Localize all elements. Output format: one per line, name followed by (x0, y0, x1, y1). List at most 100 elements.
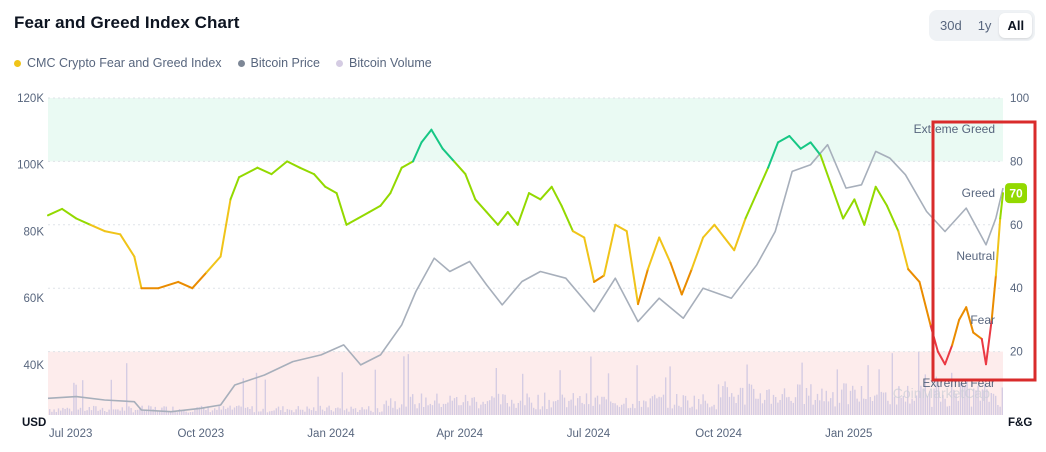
volume-bar (570, 399, 572, 415)
volume-bar (357, 412, 359, 415)
volume-bar (625, 397, 627, 415)
volume-bar (286, 409, 288, 415)
volume-bar (101, 407, 104, 415)
volume-bar (174, 411, 176, 415)
volume-bar (830, 398, 832, 415)
volume-bar (489, 400, 491, 415)
volume-bar (891, 353, 893, 415)
left-axis-tick: 80K (24, 226, 45, 238)
volume-bar (194, 409, 196, 415)
volume-bar (68, 408, 71, 415)
volume-bar (264, 379, 266, 415)
volume-bar (616, 405, 618, 415)
volume-bar (440, 407, 442, 415)
volume-bar (874, 395, 876, 415)
volume-bar (770, 403, 772, 415)
volume-bar (88, 407, 90, 415)
volume-bar (374, 369, 376, 415)
volume-bar (178, 409, 181, 415)
volume-bar (746, 364, 748, 415)
volume-bar (159, 411, 161, 415)
volume-bar (656, 398, 658, 415)
volume-bar (185, 411, 187, 415)
volume-bar (836, 369, 838, 415)
volume-bar (561, 394, 563, 415)
volume-bar (845, 383, 847, 415)
volume-bar (885, 392, 887, 415)
volume-bar (112, 409, 115, 415)
volume-bar (979, 400, 981, 415)
time-range-selector: 30d 1y All (929, 10, 1036, 41)
volume-bar (882, 392, 885, 415)
page-title: Fear and Greed Index Chart (14, 13, 240, 32)
volume-bar (504, 394, 506, 415)
volume-bar (876, 394, 878, 415)
fear-greed-segment (400, 160, 414, 169)
volume-bar (621, 404, 623, 415)
volume-bar (220, 409, 222, 415)
volume-bar (511, 399, 513, 415)
volume-bar (242, 378, 244, 415)
volume-bar (907, 385, 909, 415)
fear-greed-segment (886, 204, 900, 233)
volume-bar (401, 404, 403, 415)
legend-item-bitcoin-price[interactable]: Bitcoin Price (237, 56, 320, 70)
volume-bar (354, 408, 357, 415)
volume-bar (684, 395, 687, 415)
volume-bar (453, 398, 456, 415)
fear-greed-segment (702, 223, 716, 239)
volume-bar (341, 372, 343, 415)
volume-bar (130, 408, 132, 415)
volume-bar (500, 404, 502, 415)
volume-bar (852, 385, 854, 415)
volume-bar (827, 401, 830, 415)
volume-bar (662, 394, 665, 415)
volume-bar (119, 410, 121, 415)
volume-bar (361, 407, 363, 415)
fear-greed-segment (637, 268, 649, 306)
fear-greed-segment (830, 185, 845, 220)
fear-greed-segment (571, 230, 586, 239)
volume-bar (728, 396, 731, 415)
volume-bar (594, 397, 596, 415)
volume-bar (407, 354, 409, 415)
volume-bar (214, 408, 216, 415)
volume-bar (449, 395, 451, 415)
volume-bar (889, 404, 891, 415)
volume-bar (484, 404, 486, 415)
volume-bar (244, 407, 247, 415)
volume-bar (372, 412, 374, 415)
fear-greed-layer (47, 128, 1004, 366)
fear-greed-segment (583, 236, 596, 283)
volume-bar (288, 409, 291, 415)
volume-bar (255, 372, 258, 415)
legend-item-fear-greed[interactable]: CMC Crypto Fear and Greed Index (14, 56, 222, 70)
volume-bar (522, 373, 524, 415)
volume-bar (964, 386, 966, 415)
volume-bar (792, 402, 794, 415)
volume-bar (73, 382, 75, 415)
fear-greed-segment (863, 185, 877, 226)
range-all-button[interactable]: All (999, 13, 1033, 38)
volume-bar (922, 388, 924, 415)
volume-bar (581, 402, 583, 415)
volume-bar (1001, 387, 1003, 415)
volume-bar (363, 409, 365, 415)
range-1y-button[interactable]: 1y (977, 18, 992, 33)
volume-bar (176, 412, 178, 415)
x-axis-tick: Apr 2024 (436, 428, 483, 440)
fear-greed-segment (516, 192, 530, 226)
volume-bar (167, 412, 170, 415)
fear-greed-segment (506, 211, 519, 226)
legend-item-bitcoin-volume[interactable]: Bitcoin Volume (336, 56, 432, 70)
volume-bar (805, 388, 808, 415)
volume-bar (269, 411, 271, 415)
volume-bar (524, 405, 526, 415)
fear-greed-segment (324, 185, 338, 195)
volume-bar (638, 401, 640, 415)
volume-bar (403, 356, 405, 415)
volume-bar (495, 368, 497, 415)
volume-bar (541, 406, 544, 415)
range-30d-button[interactable]: 30d (940, 18, 962, 33)
